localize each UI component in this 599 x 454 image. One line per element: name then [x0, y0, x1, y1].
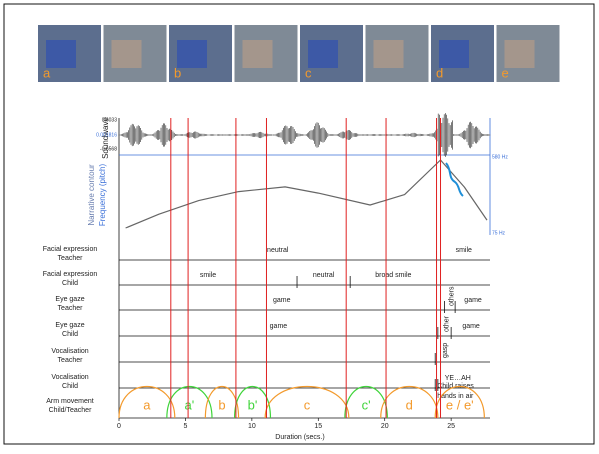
tier-name: Child/Teacher [49, 407, 92, 414]
tier-name: Facial expression [43, 271, 98, 278]
video-frame-detail [308, 40, 338, 68]
arm-label: a [143, 397, 151, 412]
segment-label: smile [200, 272, 216, 279]
x-tick-label: 25 [447, 423, 455, 430]
arm-label: a' [185, 397, 195, 412]
segment-label: others [449, 286, 456, 306]
frame-label: b [174, 65, 181, 80]
tier-name: Child [62, 383, 78, 390]
arm-label: d [406, 397, 413, 412]
frame-label: c [305, 65, 312, 80]
segment-label: game [273, 297, 291, 304]
tier-name: Facial expression [43, 246, 98, 253]
video-frame-detail [243, 40, 273, 68]
frame-label: e [502, 65, 509, 80]
segment-label: YE…AH [445, 375, 471, 382]
video-frame-detail [374, 40, 404, 68]
segment-label: game [464, 297, 482, 304]
tier-name: Teacher [58, 357, 84, 364]
figure: Duration (secs.) Soundwave Narrative con… [0, 0, 599, 449]
pitch-title: Narrative contour [87, 164, 96, 226]
segment-label: smile [456, 247, 472, 254]
soundwave-label: 0.6033 [102, 117, 118, 123]
video-frame-detail [112, 40, 142, 68]
x-tick-label: 5 [183, 423, 187, 430]
arm-label: b' [248, 397, 258, 412]
soundwave-label: -0.6568 [100, 146, 117, 152]
segment-label: broad smile [375, 272, 411, 279]
arm-label: b [218, 397, 225, 412]
x-tick-label: 10 [248, 423, 256, 430]
x-axis-title: Duration (secs.) [275, 434, 324, 441]
frame-label: d [436, 65, 443, 80]
tier-name: Teacher [58, 255, 84, 262]
x-tick-label: 20 [381, 423, 389, 430]
video-frame-detail [177, 40, 207, 68]
pitch-title: Frequency (pitch) [98, 164, 107, 227]
video-frame-detail [505, 40, 535, 68]
soundwave-label: 0.001816 [96, 132, 117, 138]
tier-name: Teacher [58, 305, 84, 312]
segment-label: neutral [313, 272, 335, 279]
arm-label: c [304, 397, 311, 412]
tier-name: Child [62, 331, 78, 338]
tier-name: Eye gaze [55, 296, 84, 303]
segment-label: neutral [267, 247, 289, 254]
tier-name: Vocalisation [51, 374, 88, 381]
x-tick-label: 15 [314, 423, 322, 430]
x-tick-label: 0 [117, 423, 121, 430]
tier-name: Eye gaze [55, 322, 84, 329]
segment-label: other [443, 315, 450, 332]
pitch-tick-label: 580 Hz [492, 154, 508, 160]
pitch-tick-label: 75 Hz [492, 230, 506, 236]
tier-name: Vocalisation [51, 348, 88, 355]
arm-label: c' [362, 397, 371, 412]
tier-name: Arm movement [46, 398, 94, 405]
frame-label: a [43, 65, 51, 80]
arm-label: e / e' [446, 397, 474, 412]
video-frame-detail [439, 40, 469, 68]
tier-name: Child [62, 280, 78, 287]
segment-label: game [462, 323, 480, 330]
video-frame-detail [46, 40, 76, 68]
segment-label: gasp [442, 343, 449, 358]
segment-label: game [270, 323, 288, 330]
